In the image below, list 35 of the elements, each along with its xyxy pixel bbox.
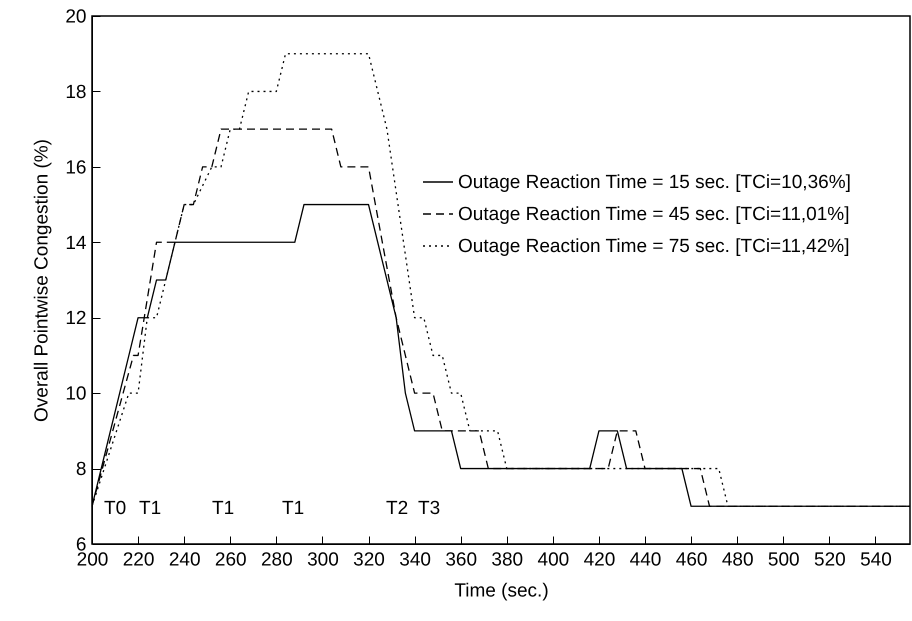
x-axis-title: Time (sec.) [454, 580, 549, 602]
annotation: T1 [212, 498, 234, 519]
x-tick-label: 320 [353, 550, 385, 570]
legend-label: Outage Reaction Time = 15 sec. [TCi=10,36%] [458, 172, 851, 193]
x-tick-label: 500 [768, 550, 800, 570]
y-tick-label: 14 [65, 232, 87, 254]
y-tick-label: 12 [65, 308, 86, 330]
x-tick-label: 280 [260, 550, 293, 570]
legend-label: Outage Reaction Time = 45 sec. [TCi=11,01%] [458, 204, 850, 225]
annotation: T3 [418, 498, 440, 519]
y-tick-label: 8 [76, 459, 86, 480]
annotation: T1 [139, 498, 162, 519]
annotation: T1 [282, 498, 304, 519]
x-tick-label: 540 [860, 550, 892, 570]
x-tick-label: 260 [214, 550, 247, 570]
y-tick-label: 20 [65, 6, 86, 28]
x-tick-label: 360 [445, 550, 478, 570]
x-tick-label: 220 [122, 550, 154, 570]
y-tick-label: 10 [65, 384, 86, 405]
legend-label: Outage Reaction Time = 75 sec. [TCi=11,42%] [458, 236, 850, 257]
x-tick-label: 340 [399, 550, 431, 570]
y-tick-label: 18 [65, 82, 86, 103]
x-tick-label: 420 [584, 550, 616, 570]
x-tick-label: 480 [722, 550, 754, 570]
y-axis-title: Overall Pointwise Congestion (%) [31, 138, 52, 422]
x-tick-label: 380 [491, 550, 524, 570]
x-tick-label: 520 [814, 550, 846, 570]
x-tick-label: 440 [630, 550, 662, 570]
x-tick-label: 400 [537, 550, 570, 570]
x-tick-label: 460 [676, 550, 708, 570]
x-tick-label: 240 [168, 550, 201, 570]
annotation: T2 [386, 498, 408, 519]
annotation: T0 [104, 498, 126, 519]
x-tick-label: 300 [307, 550, 339, 570]
y-tick-label: 16 [65, 157, 86, 178]
